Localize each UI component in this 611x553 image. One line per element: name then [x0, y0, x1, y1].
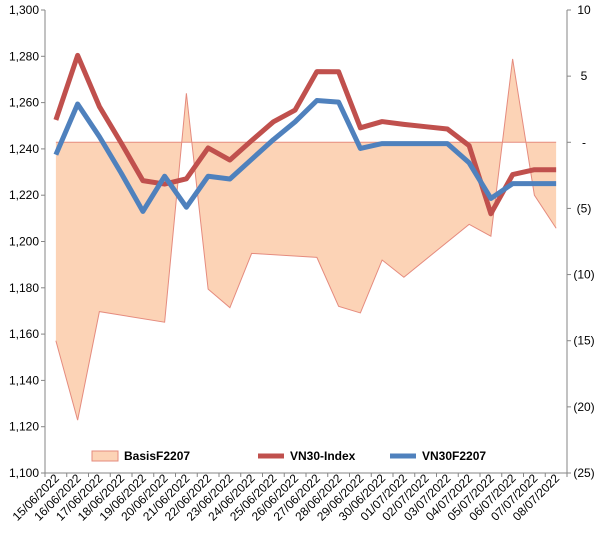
legend-label: VN30-Index	[290, 449, 356, 463]
series-lines	[53, 52, 557, 217]
y-left-tick-label: 1,280	[9, 49, 39, 63]
y-left-tick-label: 1,160	[9, 327, 39, 341]
y-right-tick-label: (20)	[573, 400, 594, 414]
y-left-tick-label: 1,140	[9, 373, 39, 387]
y-left-tick-label: 1,120	[9, 420, 39, 434]
y-right-tick-label: -	[582, 135, 586, 149]
y-right-tick-label: 10	[577, 3, 591, 17]
y-right-tick-label: (15)	[573, 334, 594, 348]
legend: BasisF2207 VN30-Index VN30F2207	[91, 449, 486, 463]
y-left-tick-label: 1,300	[9, 3, 39, 17]
y-left-tick-label: 1,220	[9, 188, 39, 202]
y-left-tick-label: 1,200	[9, 235, 39, 249]
y-right-tick-label: (25)	[573, 466, 594, 480]
legend-label: VN30F2207	[422, 449, 486, 463]
y-right-tick-label: (5)	[577, 201, 592, 215]
series-line-vn30f2207	[53, 98, 557, 214]
y-left-tick-label: 1,180	[9, 281, 39, 295]
y-right-tick-label: (10)	[573, 268, 594, 282]
y-right-tick-label: 5	[581, 69, 588, 83]
y-left-tick-label: 1,240	[9, 142, 39, 156]
y-left-tick-label: 1,260	[9, 96, 39, 110]
y-left-tick-label: 1,100	[9, 466, 39, 480]
series-line-vn30-index	[53, 52, 557, 217]
legend-swatch-basisf2207	[91, 450, 119, 462]
legend-label: BasisF2207	[124, 449, 190, 463]
